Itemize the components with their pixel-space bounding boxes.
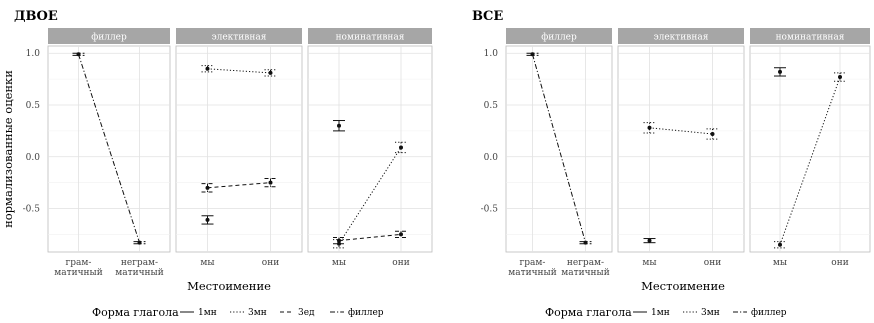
data-point (205, 66, 210, 71)
x-tick-label: матичный (508, 268, 556, 278)
facet-strip (506, 28, 612, 44)
y-tick-label: 0.0 (484, 153, 499, 163)
legend-label: 3мн (701, 308, 720, 318)
legend-label: филлер (348, 308, 384, 318)
data-point (838, 75, 842, 80)
series-line (207, 182, 271, 189)
series-line (649, 127, 713, 135)
data-point (205, 185, 210, 190)
y-tick-label: 0.0 (26, 153, 41, 163)
x-tick-label: мы (773, 258, 787, 268)
x-tick-label: матичный (561, 268, 609, 278)
x-tick-label: неграм- (567, 258, 604, 268)
y-tick-label: -0.5 (481, 205, 499, 215)
error-bar (774, 241, 786, 249)
x-axis-title: Местоимение (641, 279, 725, 293)
series-line (207, 68, 271, 74)
data-point (137, 240, 142, 245)
facet-strip-label: номинативная (336, 33, 405, 43)
x-tick-label: мы (200, 258, 214, 268)
data-point (710, 131, 715, 136)
panel-frame (505, 45, 613, 253)
facet-strip (618, 28, 744, 44)
y-tick-label: -0.5 (23, 205, 41, 215)
data-point (76, 52, 81, 57)
legend-title: Форма глагола (545, 306, 632, 319)
facet-strip-label: номинативная (776, 33, 845, 43)
facet-strip (750, 28, 870, 44)
error-bar (264, 69, 277, 77)
x-tick-label: мы (332, 258, 346, 268)
x-tick-label: они (704, 258, 721, 268)
series-line (779, 76, 841, 245)
panel-frame (175, 45, 303, 253)
legend-label: 1мн (651, 308, 670, 318)
data-point (647, 238, 652, 243)
data-point (268, 70, 273, 75)
data-point (399, 232, 403, 237)
facet-strip-label: филлер (91, 33, 127, 43)
series-line (338, 233, 402, 242)
legend-label: 3ед (298, 308, 315, 318)
legend: Форма глагола 1мн 3мн 3ед филлер (92, 306, 384, 319)
y-tick-label: 1.0 (26, 49, 41, 59)
data-point (647, 125, 652, 130)
facet-panel: номинативная мы они (749, 28, 871, 268)
facet-panel: элективная мы они (617, 28, 745, 268)
x-tick-label: мы (642, 258, 656, 268)
x-tick-label: они (392, 258, 409, 268)
error-bar (395, 141, 407, 154)
x-tick-label: матичный (54, 268, 102, 278)
facet-strip (176, 28, 302, 44)
x-tick-label: матичный (115, 268, 163, 278)
x-tick-label: грам- (66, 258, 92, 268)
data-point (399, 145, 403, 150)
y-tick-label: 0.5 (26, 101, 41, 111)
panel-frame (749, 45, 871, 253)
x-tick-label: грам- (520, 258, 546, 268)
data-point (337, 241, 341, 246)
facet-panel: элективная мы они (175, 28, 303, 268)
error-bar (201, 183, 214, 193)
legend-label: филлер (751, 308, 787, 318)
facet-strip-label: элективная (654, 33, 709, 43)
chart-title: ДВОЕ (14, 9, 58, 24)
x-tick-label: они (831, 258, 848, 268)
facet-strip (48, 28, 170, 44)
data-point (337, 238, 341, 243)
error-bar (706, 128, 719, 140)
data-point (337, 123, 341, 128)
data-point (778, 69, 782, 74)
data-point (583, 240, 588, 245)
y-tick-label: 1.0 (484, 49, 499, 59)
facet-strip-label: элективная (212, 33, 267, 43)
legend-label: 3мн (248, 308, 267, 318)
error-bar (201, 65, 214, 73)
x-tick-label: неграм- (121, 258, 158, 268)
panel-frame (617, 45, 745, 253)
chart-title: ВСЕ (472, 9, 503, 24)
data-point (205, 217, 210, 222)
legend-title: Форма глагола (92, 306, 179, 319)
series-line (532, 54, 586, 243)
x-tick-label: они (262, 258, 279, 268)
legend: Форма глагола 1мн 3мн филлер (545, 306, 787, 319)
error-bar (643, 122, 656, 134)
x-axis-title: Местоимение (187, 279, 271, 293)
data-point (778, 242, 782, 247)
data-point (268, 180, 273, 185)
error-bar (264, 178, 277, 188)
panel-frame (307, 45, 433, 253)
facet-strip-label: филлер (541, 33, 577, 43)
y-axis-title: нормализованные оценки (1, 70, 15, 228)
facet-strip (308, 28, 432, 44)
facet-panel: номинативная мы они (307, 28, 433, 268)
data-point (530, 52, 535, 57)
series-line (78, 54, 140, 243)
y-tick-label: 0.5 (484, 101, 499, 111)
legend-label: 1мн (198, 308, 217, 318)
